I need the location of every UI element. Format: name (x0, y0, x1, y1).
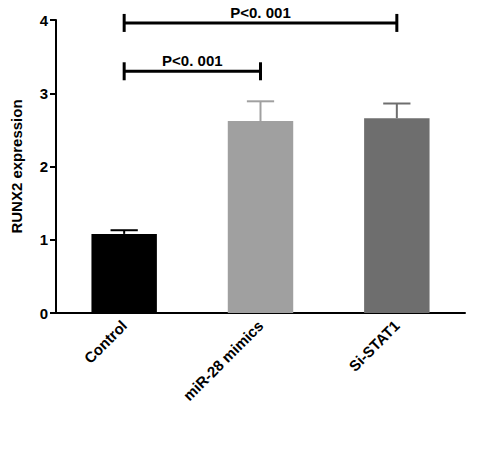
svg-text:miR-28 mimics: miR-28 mimics (180, 317, 267, 404)
svg-text:Control: Control (80, 317, 130, 367)
svg-text:0: 0 (40, 305, 48, 322)
svg-text:2: 2 (40, 158, 48, 175)
svg-text:Si-STAT1: Si-STAT1 (345, 317, 403, 375)
svg-text:P<0. 001: P<0. 001 (230, 4, 290, 21)
svg-text:4: 4 (40, 12, 49, 29)
svg-text:RUNX2 expression: RUNX2 expression (8, 99, 25, 233)
svg-text:3: 3 (40, 85, 48, 102)
svg-text:1: 1 (40, 231, 48, 248)
svg-text:P<0. 001: P<0. 001 (162, 52, 222, 69)
